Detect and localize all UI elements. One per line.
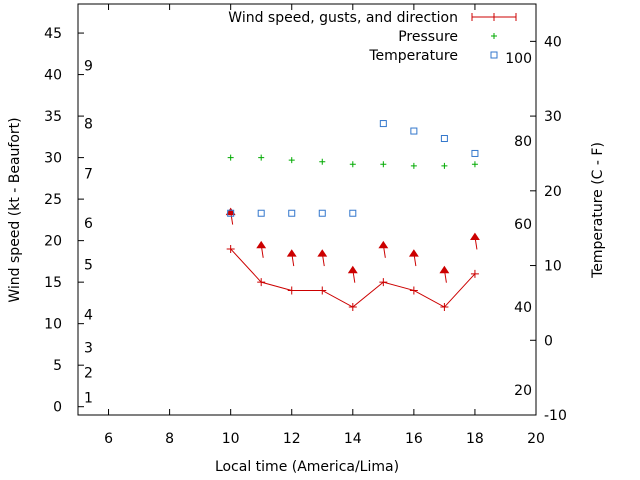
- gust-arrow: [225, 207, 236, 225]
- temperature-point: [288, 209, 296, 217]
- pressure-point: [288, 157, 295, 164]
- pressure-point: [471, 161, 478, 168]
- beaufort-label: 4: [84, 308, 93, 324]
- gust-arrow-head: [378, 240, 389, 249]
- gust-arrow-head: [286, 249, 297, 257]
- wind-speed-point: [470, 269, 479, 278]
- beaufort-label: 8: [84, 117, 93, 133]
- gust-arrow: [347, 265, 358, 283]
- wind-speed-point: [257, 278, 266, 287]
- fahrenheit-label: 80: [514, 134, 532, 150]
- wind-speed-point: [287, 286, 296, 295]
- legend-swatch-temperature: [490, 51, 498, 59]
- temperature-point: [349, 209, 357, 217]
- fahrenheit-label: 100: [505, 51, 532, 67]
- y-tick-label: 45: [44, 26, 62, 42]
- fahrenheit-label: 60: [514, 217, 532, 233]
- y2-tick-label: 30: [544, 109, 562, 125]
- legend: Wind speed, gusts, and direction Pressure…: [228, 10, 517, 64]
- gust-arrow-head: [439, 265, 450, 274]
- temperature-point: [379, 120, 387, 128]
- legend-swatch-pressure: [491, 33, 497, 39]
- y2-axis-label: Temperature (C - F): [590, 142, 606, 279]
- beaufort-label: 9: [84, 58, 93, 74]
- x-tick-label: 14: [344, 431, 362, 447]
- wind-speed-point: [379, 278, 388, 287]
- y-tick-label: 40: [44, 68, 62, 84]
- y-tick-label: 35: [44, 109, 62, 125]
- wind-speed-point: [318, 286, 327, 295]
- y-tick-label: 20: [44, 234, 62, 250]
- wind-speed-point: [348, 303, 357, 312]
- x-tick-label: 18: [466, 431, 484, 447]
- legend-swatch-wind-ticks: [471, 13, 517, 21]
- x-tick-label: 6: [104, 431, 113, 447]
- gust-arrow: [286, 249, 297, 267]
- gust-arrow: [408, 249, 419, 267]
- temperature-point: [440, 135, 448, 143]
- beaufort-label: 6: [84, 216, 93, 232]
- fahrenheit-label: 20: [514, 383, 532, 399]
- x-tick-label: 20: [527, 431, 545, 447]
- y2-tick-label: 40: [544, 34, 562, 50]
- axis-ticks: [78, 4, 537, 416]
- y-tick-label: 15: [44, 275, 62, 291]
- pressure-point: [227, 154, 234, 161]
- gust-arrow-head: [408, 249, 419, 257]
- wind-speed-point: [409, 286, 418, 295]
- y2-tick-label: -10: [544, 408, 567, 424]
- temperature-point: [318, 209, 326, 217]
- wind-speed-line: [230, 248, 476, 308]
- beaufort-label: 7: [84, 166, 93, 182]
- gust-arrow-head: [317, 249, 328, 257]
- temperature-point: [227, 209, 235, 217]
- legend-label-temperature: Temperature: [368, 48, 458, 64]
- wind-speed-point: [440, 303, 449, 312]
- fahrenheit-label: 40: [514, 300, 532, 316]
- x-tick-label: 12: [283, 431, 301, 447]
- temperature-point: [257, 209, 265, 217]
- legend-label-wind: Wind speed, gusts, and direction: [228, 10, 458, 26]
- gust-arrow: [256, 240, 267, 258]
- pressure-point: [380, 161, 387, 168]
- y-tick-label: 10: [44, 317, 62, 333]
- y-axis-label: Wind speed (kt - Beaufort): [7, 117, 23, 302]
- gust-arrow-head: [256, 240, 267, 249]
- y2-tick-label: 10: [544, 259, 562, 275]
- gust-arrow: [439, 265, 450, 283]
- plot-frame: [77, 3, 537, 416]
- gust-arrow-head: [469, 232, 480, 240]
- gust-arrow: [317, 249, 328, 267]
- x-axis-label: Local time (America/Lima): [215, 459, 399, 475]
- temperature-point: [410, 127, 418, 135]
- y-tick-label: 25: [44, 192, 62, 208]
- y-tick-label: 5: [53, 358, 62, 374]
- gust-arrow-head: [347, 265, 358, 274]
- beaufort-label: 2: [84, 366, 93, 382]
- gust-arrow: [469, 232, 480, 250]
- y-tick-label: 0: [53, 400, 62, 416]
- beaufort-label: 3: [84, 341, 93, 357]
- temperature-point: [471, 149, 479, 157]
- pressure-point: [258, 154, 265, 161]
- pressure-point: [410, 162, 417, 169]
- gust-arrow: [378, 240, 389, 258]
- beaufort-label: 1: [84, 391, 93, 407]
- beaufort-label: 5: [84, 258, 93, 274]
- y2-tick-label: 20: [544, 184, 562, 200]
- pressure-point: [319, 158, 326, 165]
- x-tick-label: 10: [222, 431, 240, 447]
- legend-label-pressure: Pressure: [398, 29, 458, 45]
- y2-tick-label: 0: [544, 333, 553, 349]
- gust-arrow-head: [225, 207, 236, 216]
- wind-speed-point: [226, 244, 235, 253]
- tick-labels: 6 8 10 12 14 16 18 20051015202530354045-1001020…: [44, 26, 567, 447]
- pressure-point: [441, 162, 448, 169]
- x-tick-label: 8: [165, 431, 174, 447]
- pressure-point: [349, 161, 356, 168]
- y-tick-label: 30: [44, 151, 62, 167]
- series-layer: [225, 120, 480, 312]
- x-tick-label: 16: [405, 431, 423, 447]
